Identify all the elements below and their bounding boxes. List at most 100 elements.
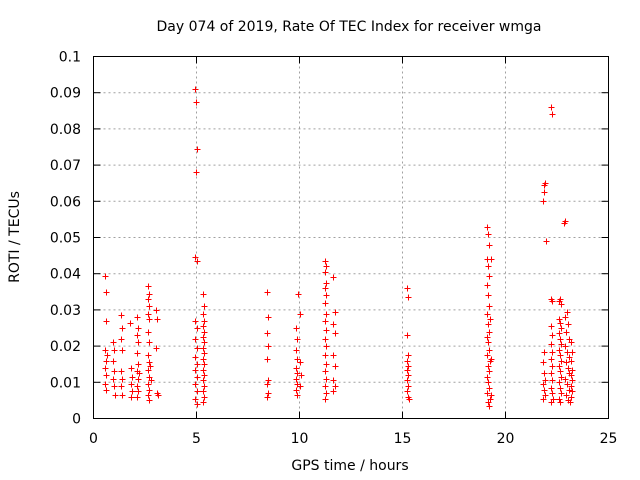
data-point xyxy=(486,303,493,310)
data-point xyxy=(146,387,153,394)
data-point xyxy=(110,339,117,346)
data-point xyxy=(566,387,573,394)
data-point xyxy=(111,347,118,354)
data-point xyxy=(294,336,301,343)
data-point xyxy=(145,296,152,303)
data-point xyxy=(103,387,110,394)
data-point xyxy=(119,376,126,383)
data-point xyxy=(298,372,305,379)
data-point xyxy=(322,368,329,375)
data-point xyxy=(563,392,570,399)
data-point xyxy=(294,370,301,377)
data-point xyxy=(323,361,330,368)
data-point xyxy=(323,327,330,334)
data-point xyxy=(322,258,329,265)
data-point xyxy=(264,394,271,401)
data-point xyxy=(200,291,207,298)
data-point xyxy=(542,377,549,384)
data-point xyxy=(192,381,199,388)
data-point xyxy=(118,312,125,319)
data-point xyxy=(200,311,207,318)
data-point xyxy=(488,392,495,399)
data-point xyxy=(322,269,329,276)
data-point xyxy=(484,334,491,341)
data-point xyxy=(332,330,339,337)
data-point xyxy=(200,334,207,341)
data-point xyxy=(484,390,491,397)
data-point xyxy=(322,285,329,292)
data-point xyxy=(293,387,300,394)
data-point xyxy=(564,309,571,316)
data-point xyxy=(128,365,135,372)
data-point xyxy=(549,377,556,384)
y-tick-labels: 0 0.01 0.02 0.03 0.04 0.05 0.06 0.07 0.08 0.09 0.1 xyxy=(50,50,81,428)
data-point xyxy=(103,372,110,379)
data-point xyxy=(145,311,152,318)
data-point xyxy=(541,349,548,356)
data-point xyxy=(146,339,153,346)
data-point xyxy=(548,323,555,330)
data-point xyxy=(119,325,126,332)
data-point xyxy=(322,383,329,390)
data-point xyxy=(548,104,555,111)
data-point xyxy=(557,320,564,327)
data-point xyxy=(486,347,493,354)
data-point xyxy=(540,198,547,205)
data-point xyxy=(146,397,153,404)
data-point xyxy=(201,303,208,310)
data-point xyxy=(201,350,208,357)
data-point xyxy=(486,403,493,410)
data-point xyxy=(488,356,495,363)
y-tick-label: 0.07 xyxy=(50,158,81,174)
data-point xyxy=(119,347,126,354)
data-point xyxy=(102,273,109,280)
data-point xyxy=(484,352,491,359)
data-point xyxy=(145,392,152,399)
data-point xyxy=(484,311,491,318)
data-point xyxy=(405,363,412,370)
data-point xyxy=(569,388,576,395)
data-point xyxy=(405,383,412,390)
data-point xyxy=(145,367,152,374)
data-point xyxy=(194,388,201,395)
data-point xyxy=(128,394,135,401)
data-point xyxy=(265,377,272,384)
data-point xyxy=(540,381,547,388)
data-point xyxy=(549,363,556,370)
data-point xyxy=(134,350,141,357)
data-point xyxy=(330,388,337,395)
data-point xyxy=(330,377,337,384)
data-point xyxy=(543,238,550,245)
data-point xyxy=(194,258,201,265)
data-point xyxy=(192,367,199,374)
data-point xyxy=(322,300,329,307)
data-point xyxy=(323,376,330,383)
data-point xyxy=(404,367,411,374)
data-point xyxy=(485,292,492,299)
data-point xyxy=(192,86,199,93)
data-point xyxy=(332,363,339,370)
data-point xyxy=(200,399,207,406)
y-tick-label: 0.1 xyxy=(59,50,81,66)
data-point xyxy=(294,356,301,363)
data-point xyxy=(558,341,565,348)
data-point xyxy=(562,314,569,321)
data-point xyxy=(565,321,572,328)
grid-lines xyxy=(93,56,609,419)
data-point xyxy=(147,363,154,370)
data-point xyxy=(118,368,125,375)
data-point xyxy=(557,296,564,303)
y-tick-label: 0.05 xyxy=(50,231,81,247)
data-point xyxy=(484,374,491,381)
data-point xyxy=(102,347,109,354)
data-point xyxy=(486,385,493,392)
data-point xyxy=(541,387,548,394)
data-point xyxy=(146,303,153,310)
data-point xyxy=(488,256,495,263)
data-point xyxy=(194,374,201,381)
data-point xyxy=(111,383,118,390)
data-point xyxy=(145,381,152,388)
data-point xyxy=(136,370,143,377)
data-point xyxy=(134,314,141,321)
data-point xyxy=(129,374,136,381)
